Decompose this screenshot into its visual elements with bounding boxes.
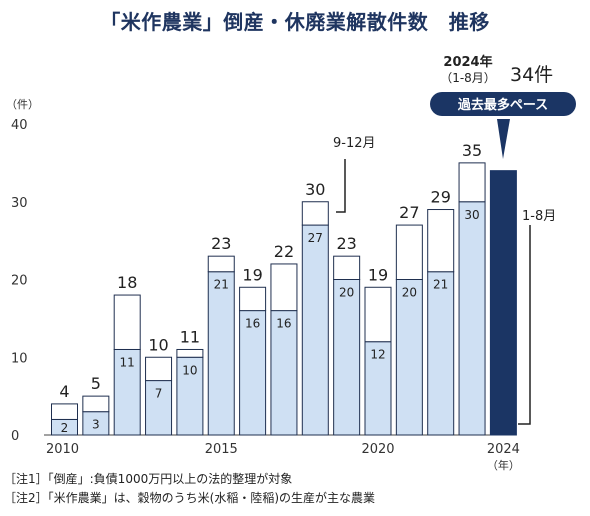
bar-segment-9-12 <box>82 395 110 413</box>
bar-inner-label: 21 <box>433 278 448 292</box>
bar-segment-9-12 <box>333 255 361 280</box>
bar-inner-label: 20 <box>402 286 417 300</box>
bar-total-label: 22 <box>274 242 294 261</box>
bar-inner-label: 10 <box>182 363 197 377</box>
badge-pointer-arrow <box>497 119 510 159</box>
bar-segment-1-8 <box>270 310 298 436</box>
bar-segment-9-12 <box>427 209 455 273</box>
note-1: ［注1］「倒産」:負債1000万円以上の法的整理が対象 <box>4 472 293 486</box>
y-axis-unit: （件） <box>6 98 39 111</box>
bar-segment-1-8 <box>427 271 455 436</box>
bar-total-label: 35 <box>462 141 482 160</box>
bar-segment-9-12 <box>239 286 267 312</box>
bar-segment-1-8 <box>239 310 267 436</box>
bar-total-label: 19 <box>242 265 262 284</box>
x-tick-label: 2024 <box>487 442 520 457</box>
bar-segment-9-12 <box>145 356 173 382</box>
bar-total-label: 18 <box>117 273 137 292</box>
y-tick-label: 20 <box>11 274 28 289</box>
bar-segment-1-8 <box>176 356 204 436</box>
bar-2024 <box>489 170 517 436</box>
x-tick-label: 2015 <box>205 442 238 457</box>
bar-total-label: 27 <box>399 203 419 222</box>
bar-total-label: 19 <box>368 265 388 284</box>
chart-title: 「米作農業」倒産・休廃業解散件数 推移 <box>100 10 490 34</box>
bar-inner-label: 3 <box>92 418 100 432</box>
bar-total-label: 30 <box>305 180 325 199</box>
record-pace-badge <box>430 92 576 116</box>
year-2024-sub-label: （1-8月） <box>440 71 496 85</box>
bar-segment-1-8 <box>333 279 361 436</box>
bar-segment-9-12 <box>270 263 298 312</box>
bar-segment-9-12 <box>207 255 235 273</box>
bar-segment-1-8 <box>395 279 423 436</box>
bar-inner-label: 11 <box>120 355 135 369</box>
bar-segment-9-12 <box>458 162 486 203</box>
bar-segment-9-12 <box>176 348 204 358</box>
bar-total-label: 23 <box>336 234 356 253</box>
bar-total-label: 23 <box>211 234 231 253</box>
bar-inner-label: 7 <box>155 387 163 401</box>
bar-segment-9-12 <box>51 403 78 420</box>
y-tick-label: 0 <box>11 429 19 444</box>
callout-1-8-line <box>518 225 531 425</box>
bar-segment-9-12 <box>364 286 392 343</box>
bar-segment-9-12 <box>301 201 329 226</box>
bar-total-label: 10 <box>148 335 168 354</box>
bar-inner-label: 12 <box>370 348 385 362</box>
bar-segment-1-8 <box>207 271 235 436</box>
callout-9-12-line <box>336 159 346 213</box>
bar-inner-label: 30 <box>464 208 479 222</box>
y-tick-label: 10 <box>11 351 28 366</box>
record-pace-badge-text: 過去最多ペース <box>457 97 548 113</box>
bar-segment-1-8 <box>301 224 329 436</box>
x-axis-unit: （年） <box>487 458 520 472</box>
notes: ［注1］「倒産」:負債1000万円以上の法的整理が対象 ［注2］「米作農業」は、… <box>4 470 375 508</box>
note-2: ［注2］「米作農業」は、穀物のうち米(水稲・陸稲)の生産が主な農業 <box>4 491 376 505</box>
value-2024-label: 34件 <box>510 64 553 86</box>
x-tick-label: 2010 <box>46 442 79 457</box>
y-tick-label: 40 <box>11 118 28 133</box>
bar-total-label: 4 <box>59 382 69 401</box>
bar-inner-label: 21 <box>214 278 229 292</box>
bar-inner-label: 16 <box>245 317 260 331</box>
bar-inner-label: 16 <box>276 317 291 331</box>
bar-segment-1-8 <box>458 201 486 436</box>
bar-segment-9-12 <box>395 224 423 280</box>
bar-total-label: 5 <box>91 374 101 393</box>
bar-total-label: 11 <box>180 327 200 346</box>
callout-9-12-label: 9-12月 <box>333 136 376 151</box>
bar-inner-label: 20 <box>339 286 354 300</box>
bar-inner-label: 2 <box>61 421 69 435</box>
bar-total-label: 29 <box>431 188 451 207</box>
bar-inner-label: 27 <box>308 231 323 245</box>
callout-1-8-label: 1-8月 <box>522 209 556 224</box>
bar-segment-1-8 <box>364 341 392 436</box>
y-tick-label: 30 <box>11 196 28 211</box>
bar-segment-9-12 <box>113 294 141 350</box>
year-2024-label: 2024年 <box>443 54 492 70</box>
x-tick-label: 2020 <box>361 442 394 457</box>
